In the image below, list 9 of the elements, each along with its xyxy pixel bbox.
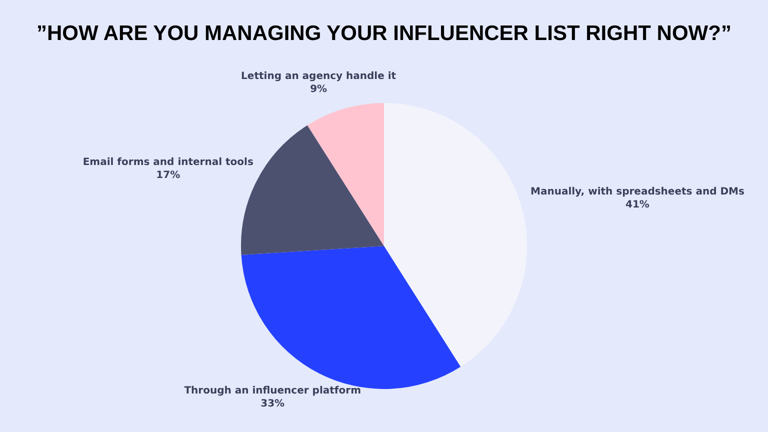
data-label: 17% (156, 170, 180, 181)
slice-label: Manually, with spreadsheets and DMs (530, 186, 744, 198)
data-label: 9% (310, 84, 328, 95)
slice-label: Letting an agency handle it (241, 70, 396, 82)
chart-title: ”HOW ARE YOU MANAGING YOUR INFLUENCER LIST RIGHT NOW?” (36, 22, 732, 46)
slice-label: Email forms and internal tools (82, 156, 254, 168)
data-label: 41% (626, 200, 650, 211)
slice-label: Through an influencer platform (184, 386, 361, 397)
data-label: 33% (260, 398, 285, 410)
